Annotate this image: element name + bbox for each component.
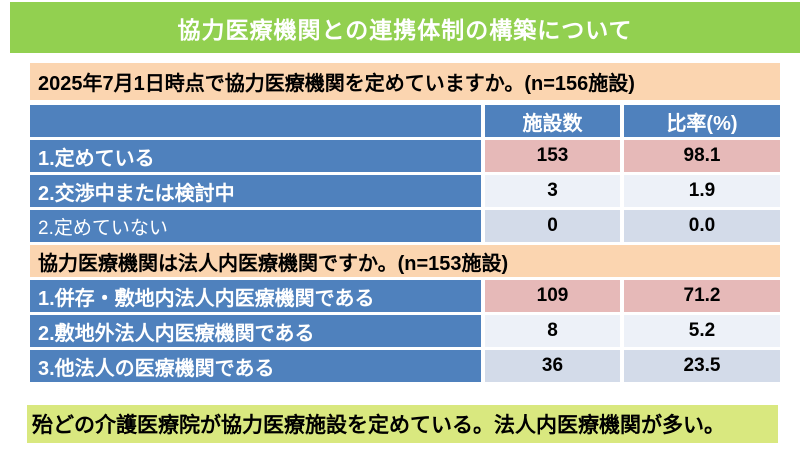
ratio-percent-value: 71.2 xyxy=(624,280,780,312)
conclusion-banner: 殆どの介護医療院が協力医療施設を定めている。法人内医療機関が多い。 xyxy=(27,405,778,443)
facility-count-value: 109 xyxy=(485,280,620,312)
row-label: 1.併存・敷地内法人内医療機関である xyxy=(30,280,481,312)
table-row: 2.交渉中または検討中 3 1.9 xyxy=(30,175,780,207)
ratio-percent-value: 0.0 xyxy=(624,210,780,242)
col-header-item xyxy=(30,105,481,137)
ratio-percent-value: 98.1 xyxy=(624,140,780,172)
table-row: 3.他法人の医療機関である 36 23.5 xyxy=(30,350,780,382)
table-row: 1.併存・敷地内法人内医療機関である 109 71.2 xyxy=(30,280,780,312)
col-header-facility-count: 施設数 xyxy=(485,105,620,137)
row-label: 3.他法人の医療機関である xyxy=(30,350,481,382)
table-row: 1.定めている 153 98.1 xyxy=(30,140,780,172)
ratio-percent-value: 23.5 xyxy=(624,350,780,382)
table-header-row: 施設数 比率(%) xyxy=(30,105,780,137)
ratio-percent-value: 1.9 xyxy=(624,175,780,207)
facility-count-value: 36 xyxy=(485,350,620,382)
facility-count-value: 8 xyxy=(485,315,620,347)
survey-table: 施設数 比率(%) 1.定めている 153 98.1 2.交渉中または検討中 3… xyxy=(30,105,780,385)
page-title: 協力医療機関との連携体制の構築について xyxy=(10,2,800,53)
row-label: 1.定めている xyxy=(30,140,481,172)
facility-count-value: 3 xyxy=(485,175,620,207)
question-2-row: 協力医療機関は法人内医療機関ですか。(n=153施設) xyxy=(30,245,780,277)
facility-count-value: 153 xyxy=(485,140,620,172)
col-header-ratio-percent: 比率(%) xyxy=(624,105,780,137)
row-label: 2.定めていない xyxy=(30,210,481,242)
table-row: 2.敷地外法人内医療機関である 8 5.2 xyxy=(30,315,780,347)
table-row: 2.定めていない 0 0.0 xyxy=(30,210,780,242)
facility-count-value: 0 xyxy=(485,210,620,242)
row-label: 2.敷地外法人内医療機関である xyxy=(30,315,481,347)
ratio-percent-value: 5.2 xyxy=(624,315,780,347)
row-label: 2.交渉中または検討中 xyxy=(30,175,481,207)
question-1-banner: 2025年7月1日時点で協力医療機関を定めていますか。(n=156施設) xyxy=(30,63,780,100)
